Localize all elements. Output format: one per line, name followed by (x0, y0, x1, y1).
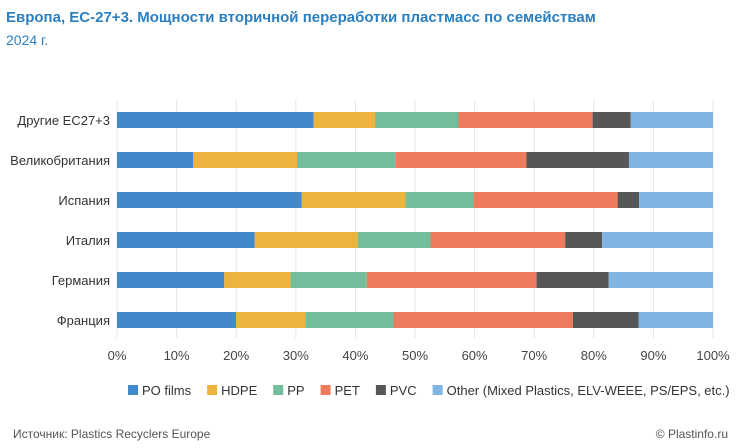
legend-swatch (207, 385, 218, 395)
category-label: Германия (52, 273, 110, 288)
bar-segment (301, 192, 406, 208)
credit: © Plastinfo.ru (655, 427, 728, 441)
x-tick-label: 50% (402, 348, 428, 363)
legend-label: PO films (142, 383, 192, 398)
bar-segment (473, 192, 618, 208)
bar-segment (630, 112, 713, 128)
bar-segment (430, 232, 566, 248)
bar-segment (117, 312, 237, 328)
bar-segment (628, 152, 713, 168)
x-tick-label: 10% (164, 348, 190, 363)
bar-segment (117, 152, 194, 168)
bar-segment (572, 312, 639, 328)
bar-segment (458, 112, 593, 128)
x-tick-label: 80% (581, 348, 607, 363)
bar-segment (254, 232, 358, 248)
bar-segment (313, 112, 376, 128)
x-tick-label: 100% (696, 348, 730, 363)
category-label: Франция (57, 313, 110, 328)
chart-subtitle: 2024 г. (6, 32, 49, 48)
legend-swatch (273, 385, 284, 395)
bar-segment (592, 112, 631, 128)
bar-segment (405, 192, 474, 208)
bar-segment (526, 152, 629, 168)
legend-label: PET (335, 383, 360, 398)
x-tick-label: 70% (521, 348, 547, 363)
bar-segment (117, 232, 255, 248)
bar-segment (375, 112, 459, 128)
bar-segment (393, 312, 573, 328)
legend-label: PVC (390, 383, 417, 398)
bar-segment (117, 192, 302, 208)
bar-segment (117, 112, 314, 128)
category-label: Другие ЕС27+3 (17, 113, 110, 128)
legend-label: Other (Mixed Plastics, ELV-WEEE, PS/EPS,… (447, 383, 730, 398)
legend-swatch (432, 385, 443, 395)
bar-segment (395, 152, 527, 168)
category-label: Италия (66, 233, 110, 248)
x-tick-label: 20% (223, 348, 249, 363)
bar-segment (236, 312, 306, 328)
category-label: Испания (58, 193, 110, 208)
source-note: Источник: Plastics Recyclers Europe (13, 427, 211, 441)
legend-swatch (128, 385, 138, 395)
x-tick-label: 60% (462, 348, 488, 363)
legend-swatch (320, 385, 331, 395)
x-tick-label: 30% (283, 348, 309, 363)
bar-segment (224, 272, 291, 288)
category-label: Великобритания (10, 153, 110, 168)
bar-segment (296, 152, 396, 168)
legend-label: PP (287, 383, 304, 398)
bar-segment (536, 272, 609, 288)
bar-segment (117, 272, 225, 288)
legend-swatch (375, 385, 386, 395)
x-tick-label: 90% (640, 348, 666, 363)
bar-segment (608, 272, 713, 288)
bar-segment (565, 232, 603, 248)
bar-segment (638, 312, 713, 328)
bar-segment (602, 232, 713, 248)
chart-title: Европа, ЕС-27+3. Мощности вторичной пере… (6, 9, 596, 26)
bar-segment (639, 192, 713, 208)
bar-segment (305, 312, 394, 328)
bar-segment (617, 192, 640, 208)
x-tick-label: 40% (342, 348, 368, 363)
bar-segment (193, 152, 297, 168)
legend-label: HDPE (221, 383, 257, 398)
bar-segment (357, 232, 431, 248)
bar-segment (290, 272, 367, 288)
bar-segment (366, 272, 537, 288)
x-tick-label: 0% (108, 348, 127, 363)
